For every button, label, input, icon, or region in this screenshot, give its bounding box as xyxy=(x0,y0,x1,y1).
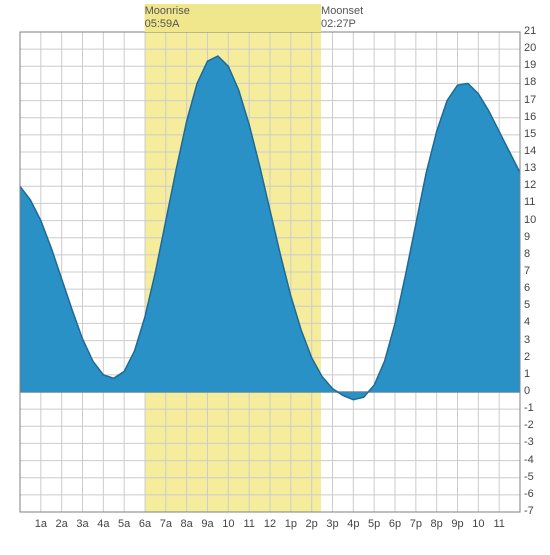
y-tick: 7 xyxy=(524,265,530,277)
x-tick: 2a xyxy=(56,518,68,530)
x-tick: 8p xyxy=(431,518,443,530)
x-tick: 11 xyxy=(243,518,254,530)
y-tick: 20 xyxy=(524,42,536,54)
x-tick: 4p xyxy=(347,518,359,530)
y-tick: 2 xyxy=(524,351,530,363)
x-tick: 5p xyxy=(368,518,380,530)
y-tick: 11 xyxy=(524,196,535,208)
y-tick: 12 xyxy=(524,179,536,191)
y-tick: 6 xyxy=(524,282,530,294)
y-tick: 14 xyxy=(524,145,536,157)
annotation-time: 05:59A xyxy=(145,18,180,30)
x-tick: 6a xyxy=(139,518,151,530)
x-tick: 8a xyxy=(181,518,193,530)
y-tick: 0 xyxy=(524,385,530,397)
x-tick: 3a xyxy=(76,518,88,530)
annotation-title: Moonset xyxy=(321,5,363,17)
x-tick: 12 xyxy=(264,518,276,530)
x-tick: 2p xyxy=(306,518,318,530)
x-tick: 10 xyxy=(472,518,484,530)
x-tick: 10 xyxy=(222,518,234,530)
y-tick: -7 xyxy=(524,505,534,517)
chart-svg xyxy=(0,0,550,550)
y-tick: -3 xyxy=(524,436,534,448)
moonset-label: Moonset02:27P xyxy=(321,5,363,31)
y-tick: 16 xyxy=(524,111,536,123)
y-tick: 19 xyxy=(524,59,536,71)
y-tick: 18 xyxy=(524,76,536,88)
y-tick: -1 xyxy=(524,402,534,414)
x-tick: 9p xyxy=(451,518,463,530)
x-tick: 3p xyxy=(326,518,338,530)
x-tick: 1p xyxy=(285,518,297,530)
x-tick: 7p xyxy=(410,518,422,530)
annotation-time: 02:27P xyxy=(321,18,356,30)
x-tick: 1a xyxy=(35,518,47,530)
y-tick: 8 xyxy=(524,248,530,260)
y-tick: 15 xyxy=(524,128,536,140)
y-tick: 9 xyxy=(524,231,530,243)
y-tick: 21 xyxy=(524,25,536,37)
y-tick: -6 xyxy=(524,488,534,500)
tide-chart: 2120191817161514131211109876543210-1-2-3… xyxy=(0,0,550,550)
x-tick: 7a xyxy=(160,518,172,530)
x-tick: 5a xyxy=(118,518,130,530)
y-tick: 4 xyxy=(524,316,530,328)
annotation-title: Moonrise xyxy=(145,5,190,17)
y-tick: -5 xyxy=(524,471,534,483)
x-tick: 9a xyxy=(201,518,213,530)
x-tick: 4a xyxy=(97,518,109,530)
y-tick: 10 xyxy=(524,214,536,226)
y-tick: 13 xyxy=(524,162,536,174)
y-tick: 17 xyxy=(524,94,536,106)
y-tick: 5 xyxy=(524,299,530,311)
y-tick: -2 xyxy=(524,419,534,431)
y-tick: -4 xyxy=(524,454,534,466)
x-tick: 6p xyxy=(389,518,401,530)
y-tick: 3 xyxy=(524,334,530,346)
x-tick: 11 xyxy=(493,518,504,530)
y-tick: 1 xyxy=(524,368,530,380)
moonrise-label: Moonrise05:59A xyxy=(145,5,190,31)
